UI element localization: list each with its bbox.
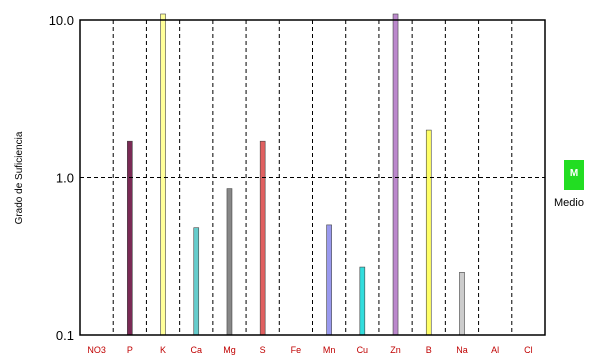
- category-label-fe: Fe: [291, 345, 302, 355]
- category-label-s: S: [260, 345, 266, 355]
- legend-label-medio: Medio: [554, 197, 584, 209]
- category-label-na: Na: [456, 345, 468, 355]
- ticks-layer: 10.0 1.0 0.1: [49, 13, 74, 343]
- axis-layer: [79, 19, 546, 336]
- bar-cu: [359, 266, 366, 336]
- category-label-no3: NO3: [87, 345, 106, 355]
- legend-swatch-medio: M: [564, 160, 584, 190]
- bar-k: [160, 13, 166, 336]
- bar-mn: [326, 224, 332, 336]
- bar-s: [259, 140, 266, 336]
- bar-ca: [193, 227, 200, 336]
- category-label-cl: Cl: [524, 345, 533, 355]
- category-labels: NO3 P K Ca Mg S Fe Mn Cu Zn B Na Al Cl: [87, 345, 532, 355]
- bar-zn: [392, 13, 399, 336]
- y-tick-label: 10.0: [49, 13, 74, 28]
- y-axis-label: Grado de Suficiencia: [14, 131, 25, 224]
- bars-layer: [127, 13, 465, 336]
- legend-letter: M: [569, 168, 579, 179]
- category-label-mg: Mg: [223, 345, 236, 355]
- bar-mg: [226, 188, 233, 336]
- category-label-mn: Mn: [323, 345, 336, 355]
- y-tick-label: 1.0: [56, 171, 74, 186]
- category-label-k: K: [160, 345, 166, 355]
- category-label-cu: Cu: [357, 345, 369, 355]
- bar-b: [425, 129, 432, 336]
- category-label-p: P: [127, 345, 133, 355]
- category-label-b: B: [426, 345, 432, 355]
- bar-na: [459, 272, 465, 336]
- category-label-ca: Ca: [190, 345, 202, 355]
- y-tick-label: 0.1: [56, 328, 74, 343]
- category-label-zn: Zn: [390, 345, 401, 355]
- category-label-al: Al: [491, 345, 499, 355]
- bar-p: [127, 140, 133, 336]
